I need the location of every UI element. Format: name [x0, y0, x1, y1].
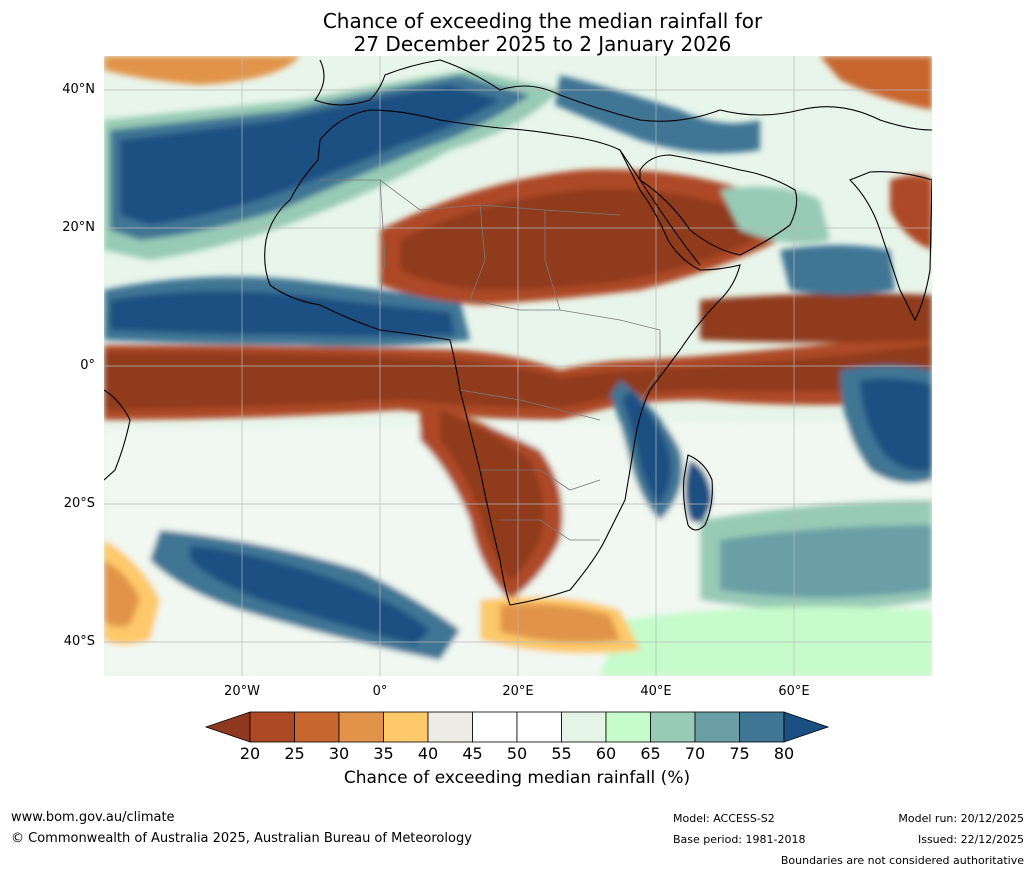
lat-label-40n: 40°N: [62, 82, 95, 97]
colorbar-label: Chance of exceeding median rainfall (%): [343, 768, 691, 788]
colorbar-tick-label: 40: [417, 744, 439, 763]
disclaimer-text: Boundaries are not considered authoritat…: [780, 854, 1024, 867]
colorbar-bin: [383, 711, 429, 743]
coastlines: [104, 59, 932, 606]
rainfall-map: [104, 56, 932, 676]
colorbar-tick-label: 75: [729, 744, 750, 763]
colorbar-under-triangle: [204, 711, 251, 743]
colorbar-tick-label: 30: [328, 744, 350, 763]
colorbar-bin: [427, 711, 473, 743]
map-title: Chance of exceeding the median rainfall …: [0, 10, 1035, 56]
colorbar-tick-label: 80: [773, 744, 795, 763]
colorbar-tick-label: 35: [373, 744, 394, 763]
colorbar-tick-label: 65: [640, 744, 661, 763]
colorbar-tick-label: 45: [462, 744, 483, 763]
colorbar-tick-label: 50: [506, 744, 528, 763]
colorbar-bin: [650, 711, 696, 743]
colorbar-bin: [472, 711, 518, 743]
colorbar-bin: [605, 711, 651, 743]
colorbar-tick-label: 25: [284, 744, 305, 763]
website-link[interactable]: www.bom.gov.au/climate: [11, 810, 175, 825]
colorbar: [204, 711, 830, 743]
colorbar-bin: [338, 711, 384, 743]
colorbar-bin: [561, 711, 607, 743]
graticule: [104, 56, 932, 676]
lon-label-20e: 20°E: [502, 684, 534, 699]
colorbar-bin: [249, 711, 295, 743]
lat-label-40s: 40°S: [63, 634, 95, 649]
lat-label-20n: 20°N: [62, 220, 95, 235]
colorbar-tick-label: 60: [595, 744, 617, 763]
title-line-2: 27 December 2025 to 2 January 2026: [353, 32, 732, 56]
colorbar-tick-label: 70: [684, 744, 706, 763]
lat-label-20s: 20°S: [63, 496, 95, 511]
colorbar-bin: [739, 711, 785, 743]
base-period-text: Base period: 1981-2018: [673, 833, 806, 846]
probability-field: [104, 56, 932, 676]
colorbar-bin: [516, 711, 562, 743]
colorbar-bin: [294, 711, 340, 743]
colorbar-tick-label: 55: [551, 744, 572, 763]
country-borders: [320, 179, 661, 541]
model-text: Model: ACCESS-S2: [673, 812, 775, 825]
lon-label-60e: 60°E: [778, 684, 810, 699]
issued-text: Issued: 22/12/2025: [917, 833, 1024, 846]
model-run-text: Model run: 20/12/2025: [898, 812, 1024, 825]
colorbar-bin: [694, 711, 740, 743]
lat-label-0: 0°: [80, 358, 95, 373]
colorbar-over-triangle: [783, 711, 830, 743]
lon-label-40e: 40°E: [640, 684, 672, 699]
colorbar-tick-label: 20: [239, 744, 261, 763]
title-line-1: Chance of exceeding the median rainfall …: [322, 9, 763, 33]
copyright-text: © Commonwealth of Australia 2025, Austra…: [11, 831, 472, 846]
lon-label-20w: 20°W: [224, 684, 260, 699]
lon-label-0: 0°: [372, 684, 388, 699]
